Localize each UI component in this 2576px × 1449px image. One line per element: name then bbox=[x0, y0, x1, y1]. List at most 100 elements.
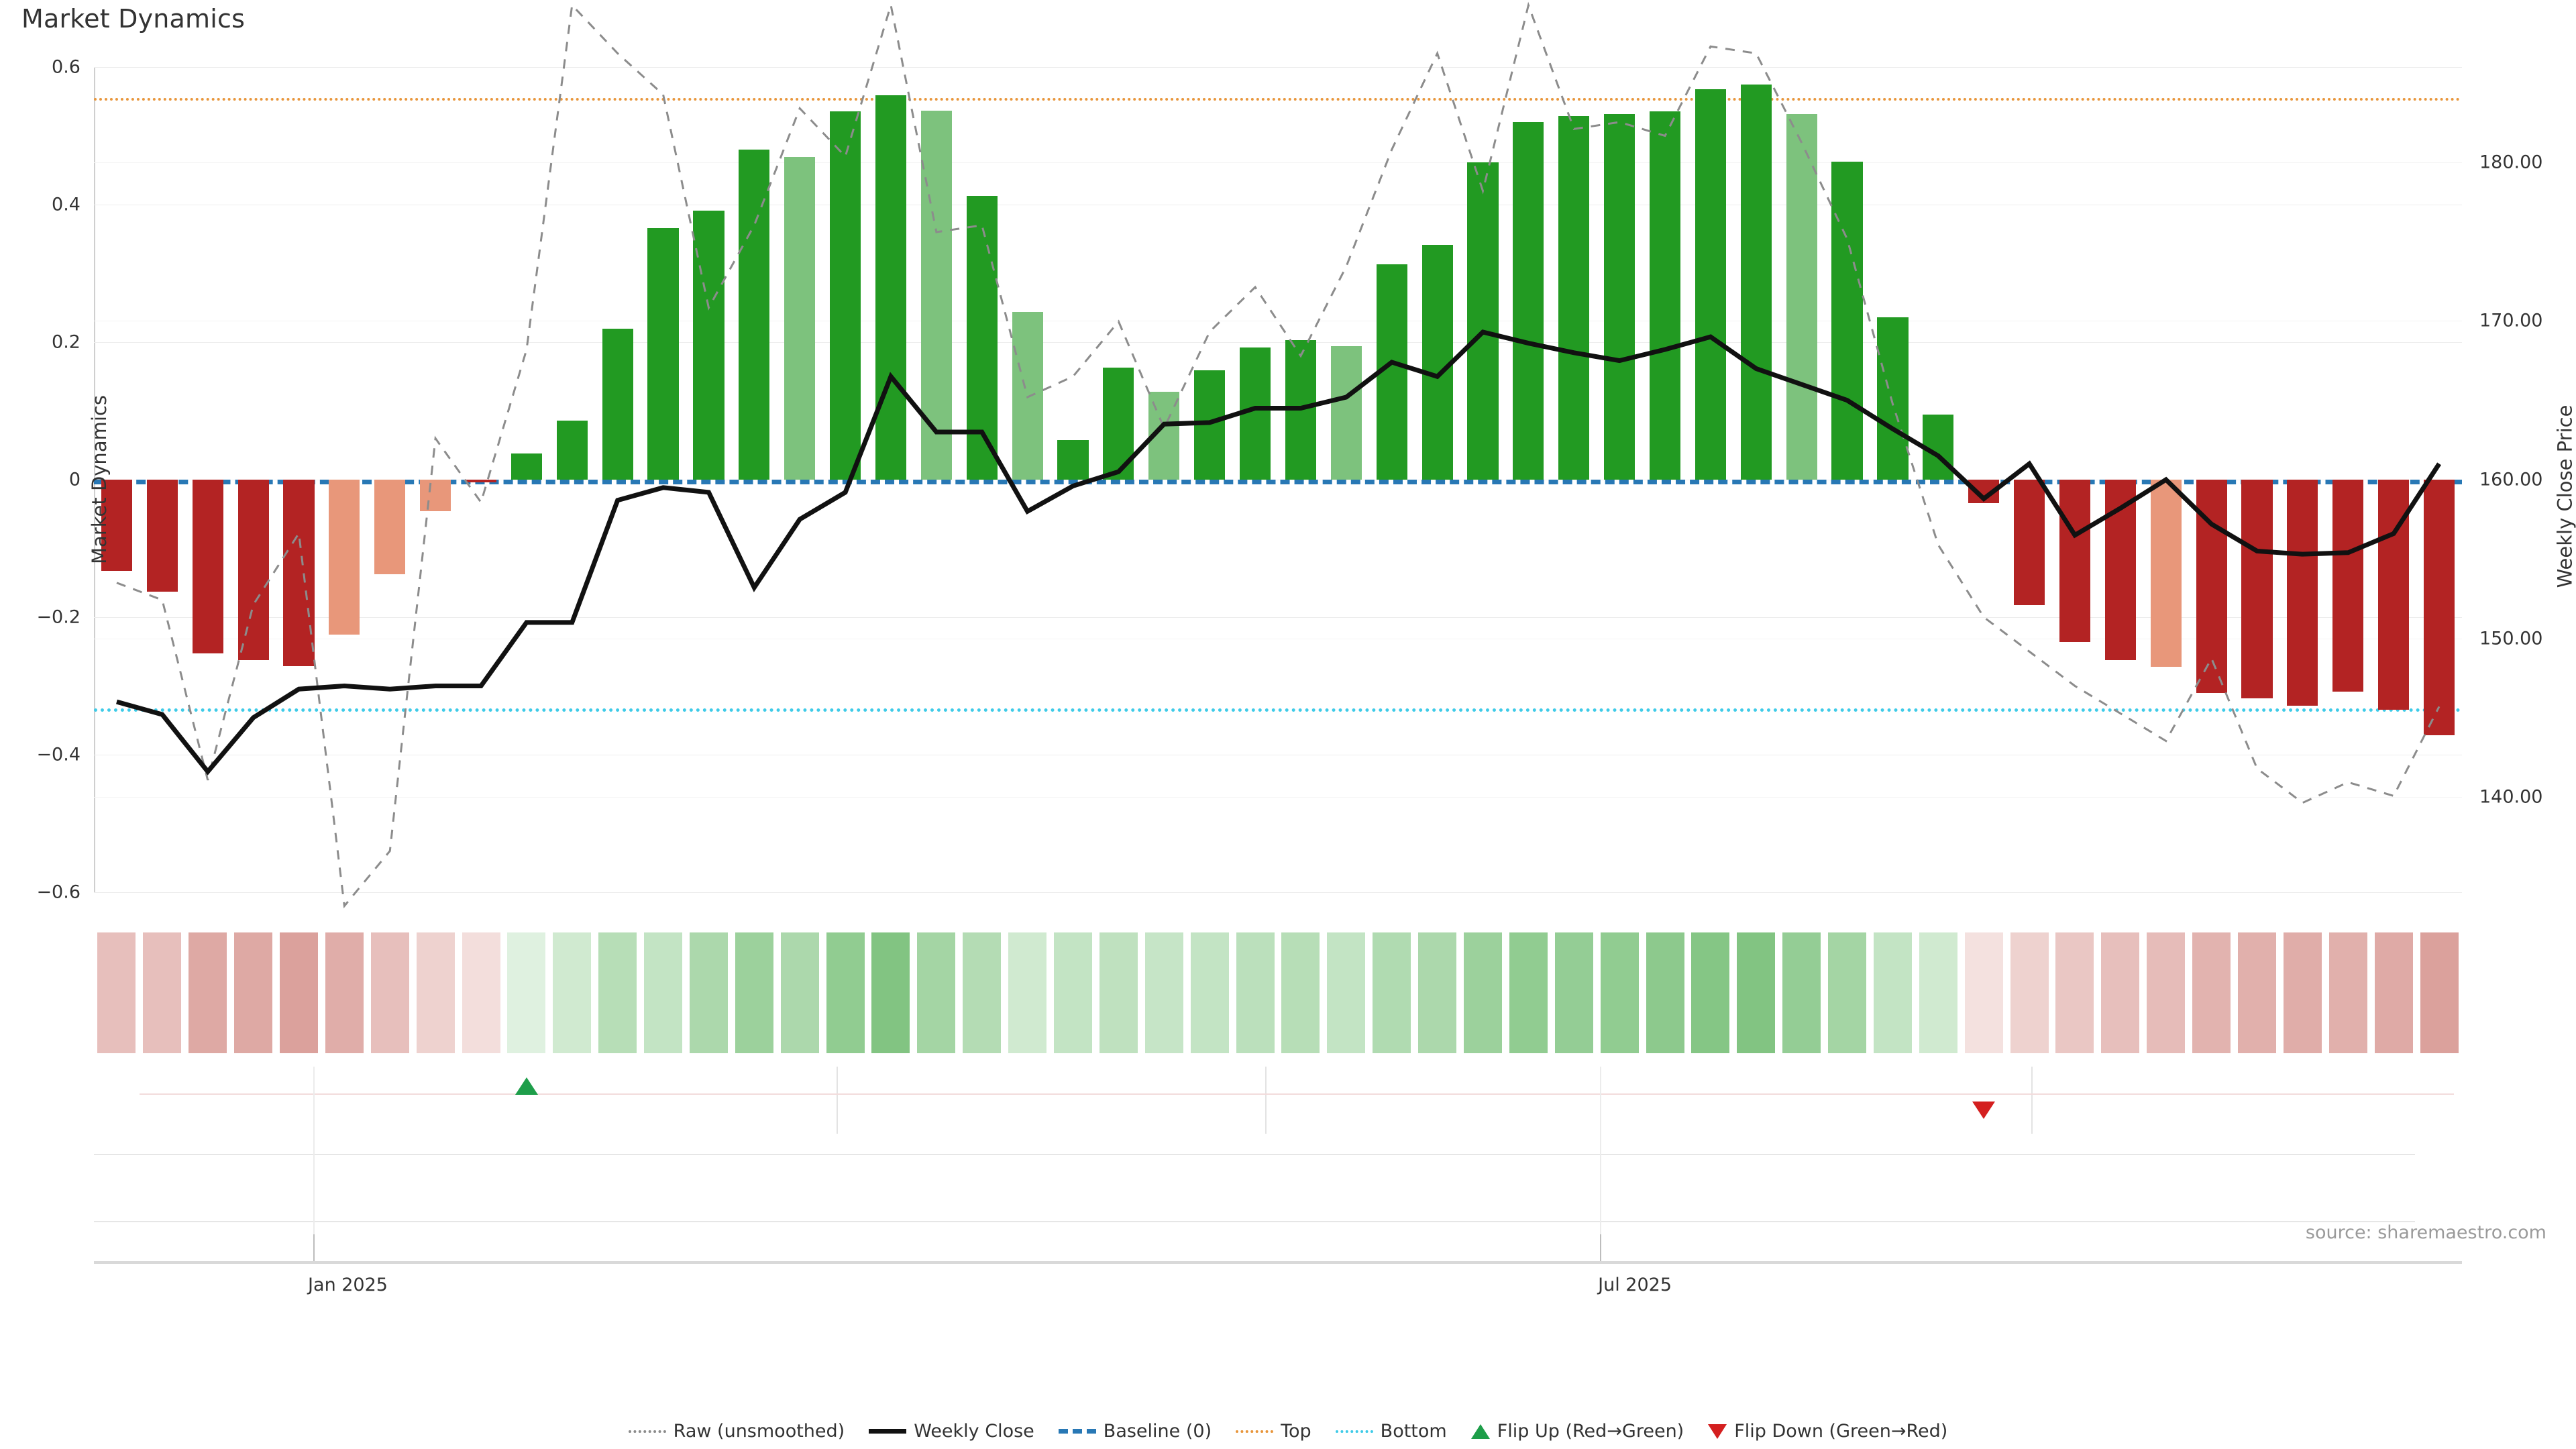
bar bbox=[1376, 264, 1407, 480]
bar bbox=[1649, 111, 1681, 480]
legend-item[interactable]: Flip Up (Red→Green) bbox=[1470, 1421, 1684, 1442]
legend-line-swatch bbox=[1335, 1430, 1373, 1433]
gridline bbox=[94, 342, 2462, 343]
bar bbox=[1513, 122, 1544, 480]
triangle-down-icon bbox=[1708, 1424, 1727, 1439]
bar bbox=[1968, 480, 2000, 503]
x-gridline bbox=[313, 1067, 315, 1234]
heatmap-cell bbox=[189, 932, 227, 1053]
main-plot-area: 0.6 0.4 0.2 0 −0.2 −0.4 −0.6 180.00 170.00 160.0… bbox=[36, 1, 2576, 909]
bar bbox=[1923, 414, 1954, 480]
bar bbox=[1103, 367, 1134, 480]
heatmap-cell bbox=[689, 932, 728, 1053]
heatmap-cell bbox=[2283, 932, 2322, 1053]
bar bbox=[920, 110, 952, 480]
bar bbox=[374, 480, 406, 575]
raw-unsmoothed-line bbox=[116, 1, 2440, 909]
bar bbox=[556, 420, 588, 480]
bar bbox=[1148, 391, 1180, 480]
bar bbox=[966, 195, 998, 480]
bar bbox=[1239, 347, 1271, 480]
heatmap-cell bbox=[2010, 932, 2049, 1053]
heatmap-cell bbox=[2055, 932, 2094, 1053]
bar bbox=[1695, 89, 1726, 480]
gridline-right bbox=[94, 162, 2462, 163]
x-tick-label: Jan 2025 bbox=[308, 1275, 388, 1295]
legend-line-swatch bbox=[1058, 1429, 1096, 1434]
right-tick-label: 160.00 bbox=[2479, 469, 2543, 490]
heatmap-cell bbox=[1008, 932, 1047, 1053]
heatmap-cell bbox=[1600, 932, 1639, 1053]
bar bbox=[146, 480, 178, 592]
left-tick-label: 0.6 bbox=[52, 56, 80, 78]
bar bbox=[237, 480, 269, 660]
legend-item[interactable]: Bottom bbox=[1335, 1421, 1447, 1442]
bar bbox=[693, 211, 724, 480]
bar bbox=[2423, 480, 2455, 736]
bar bbox=[602, 328, 633, 480]
heatmap-cell bbox=[2238, 932, 2277, 1053]
legend-line-swatch bbox=[869, 1429, 907, 1434]
heatmap-cell bbox=[234, 932, 273, 1053]
heatmap-cell bbox=[1054, 932, 1093, 1053]
source-credit: source: sharemaestro.com bbox=[2305, 1222, 2546, 1243]
marker-gridline bbox=[2031, 1067, 2033, 1134]
reference-line-top bbox=[94, 98, 2462, 101]
legend-item[interactable]: Top bbox=[1236, 1421, 1311, 1442]
legend-item[interactable]: Baseline (0) bbox=[1058, 1421, 1212, 1442]
heatmap-cell bbox=[2192, 932, 2231, 1053]
reference-line-bottom bbox=[94, 708, 2462, 712]
legend-label: Bottom bbox=[1380, 1421, 1447, 1442]
legend-item[interactable]: Weekly Close bbox=[869, 1421, 1034, 1442]
heatmap-cell bbox=[462, 932, 500, 1053]
bar bbox=[1012, 311, 1043, 480]
heatmap-cell bbox=[507, 932, 546, 1053]
legend-label: Raw (unsmoothed) bbox=[673, 1421, 845, 1442]
bar bbox=[739, 150, 770, 480]
bar bbox=[2150, 480, 2182, 667]
legend-line-swatch bbox=[628, 1430, 666, 1433]
bar bbox=[192, 480, 223, 654]
heatmap-cell bbox=[143, 932, 182, 1053]
legend-item[interactable]: Raw (unsmoothed) bbox=[628, 1421, 845, 1442]
heatmap-cell bbox=[1782, 932, 1821, 1053]
heatmap-cell bbox=[2374, 932, 2413, 1053]
heatmap-cell bbox=[2420, 932, 2459, 1053]
right-tick-label: 150.00 bbox=[2479, 628, 2543, 649]
legend-item[interactable]: Flip Down (Green→Red) bbox=[1708, 1421, 1947, 1442]
bar bbox=[1740, 84, 1772, 480]
gridline-right bbox=[94, 797, 2462, 798]
triangle-up-icon bbox=[1470, 1424, 1490, 1439]
heatmap-cell bbox=[1873, 932, 1912, 1053]
marker-separator bbox=[140, 1093, 2454, 1095]
bar bbox=[1285, 339, 1317, 480]
legend-label: Flip Up (Red→Green) bbox=[1497, 1421, 1684, 1442]
flip-markers-panel bbox=[94, 1067, 2462, 1234]
left-axis-label: Market Dynamics bbox=[87, 395, 111, 564]
bar bbox=[465, 480, 497, 483]
x-gridline bbox=[1600, 1067, 1602, 1234]
heatmap-cell bbox=[1646, 932, 1684, 1053]
right-tick-label: 140.00 bbox=[2479, 786, 2543, 808]
heatmap-cell bbox=[2328, 932, 2367, 1053]
heatmap-cell bbox=[871, 932, 910, 1053]
marker-separator bbox=[94, 1221, 2415, 1222]
heatmap-cell bbox=[1463, 932, 1502, 1053]
bar bbox=[1194, 370, 1226, 480]
heatmap-cell bbox=[1236, 932, 1275, 1053]
flip-down-marker bbox=[1972, 1102, 1996, 1119]
bar bbox=[1467, 162, 1499, 480]
page-title: Market Dynamics bbox=[21, 4, 246, 34]
heatmap-cell bbox=[2101, 932, 2140, 1053]
heatmap-cell bbox=[1099, 932, 1138, 1053]
bar bbox=[511, 453, 542, 480]
gridline bbox=[94, 892, 2462, 893]
left-tick-label: 0 bbox=[68, 469, 80, 490]
heatmap-cell bbox=[1144, 932, 1183, 1053]
legend-label: Weekly Close bbox=[914, 1421, 1034, 1442]
gridline bbox=[94, 67, 2462, 68]
bar bbox=[1330, 346, 1362, 480]
heatmap-cell bbox=[1554, 932, 1593, 1053]
heatmap-cell bbox=[325, 932, 364, 1053]
heatmap-cell bbox=[735, 932, 773, 1053]
